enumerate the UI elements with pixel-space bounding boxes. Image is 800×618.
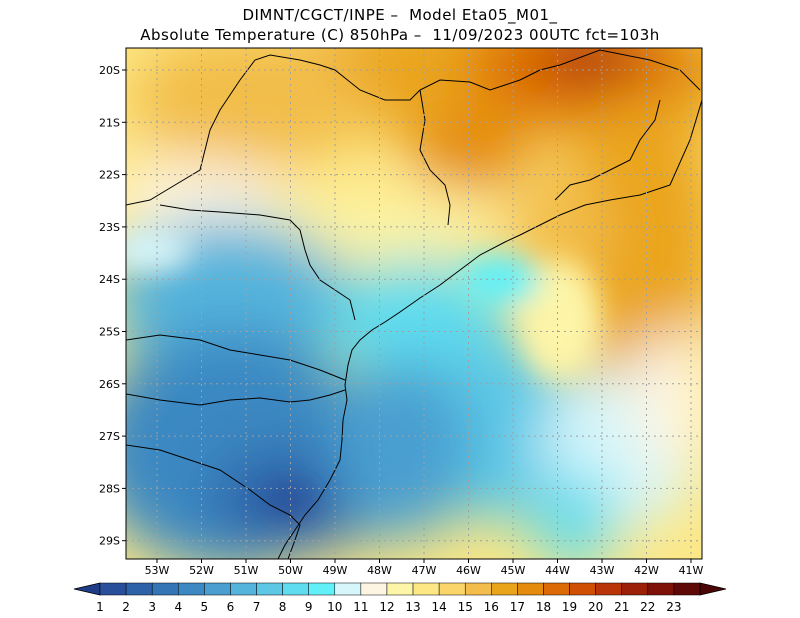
colorbar-swatch bbox=[204, 582, 231, 596]
colorbar-swatch bbox=[543, 582, 570, 596]
lon-label: 41W bbox=[679, 564, 704, 577]
colorbar-label: 1 bbox=[96, 600, 104, 614]
colorbar-swatch bbox=[99, 582, 127, 596]
colorbar-swatch bbox=[621, 582, 649, 596]
colorbar-swatch bbox=[360, 582, 388, 596]
colorbar-swatch bbox=[151, 582, 179, 596]
lon-label: 43W bbox=[590, 564, 615, 577]
colorbar-label: 18 bbox=[536, 600, 551, 614]
lon-label: 44W bbox=[545, 564, 570, 577]
colorbar-swatch bbox=[569, 582, 596, 596]
colorbar-label: 22 bbox=[640, 600, 655, 614]
colorbar-label: 11 bbox=[353, 600, 368, 614]
colorbar-swatch bbox=[673, 582, 701, 596]
colorbar: 1 2 3 4 5 6 7 8 9 10 11 12 13 14 15 16 17 18 19 20 21 22 23 bbox=[73, 582, 727, 614]
lon-label: 49W bbox=[323, 564, 348, 577]
lon-label: 50W bbox=[278, 564, 303, 577]
lat-label: 24S bbox=[99, 273, 120, 286]
colorbar-label: 2 bbox=[122, 600, 130, 614]
colorbar-swatch bbox=[282, 582, 309, 596]
lat-label: 20S bbox=[99, 64, 120, 77]
colorbar-label: 8 bbox=[279, 600, 287, 614]
lat-label: 21S bbox=[99, 116, 120, 129]
lat-label: 26S bbox=[99, 378, 120, 391]
colorbar-swatch bbox=[647, 582, 675, 596]
colorbar-label: 16 bbox=[484, 600, 499, 614]
colorbar-swatch bbox=[308, 582, 336, 596]
colorbar-label: 17 bbox=[510, 600, 525, 614]
lon-label: 52W bbox=[189, 564, 214, 577]
colorbar-label: 4 bbox=[174, 600, 182, 614]
title-line-1: DIMNT/CGCT/INPE – Model Eta05_M01_ bbox=[242, 6, 558, 24]
lat-label: 22S bbox=[99, 169, 120, 182]
lon-label: 48W bbox=[367, 564, 392, 577]
lon-label: 47W bbox=[412, 564, 437, 577]
colorbar-label: 15 bbox=[458, 600, 473, 614]
colorbar-low-arrow bbox=[73, 582, 101, 596]
colorbar-swatch bbox=[491, 582, 518, 596]
latitude-labels: 20S 21S 22S 23S 24S 25S 26S 27S 28S 29S bbox=[99, 64, 126, 548]
colorbar-label: 5 bbox=[201, 600, 209, 614]
colorbar-label: 23 bbox=[666, 600, 681, 614]
lon-label: 51W bbox=[234, 564, 259, 577]
lat-label: 28S bbox=[99, 482, 120, 495]
colorbar-swatch bbox=[438, 582, 466, 596]
lon-label: 53W bbox=[145, 564, 170, 577]
colorbar-label: 10 bbox=[327, 600, 342, 614]
colorbar-label: 13 bbox=[405, 600, 420, 614]
colorbar-label: 9 bbox=[305, 600, 313, 614]
colorbar-swatch bbox=[334, 582, 362, 596]
colorbar-swatch bbox=[386, 582, 414, 596]
map-boundaries bbox=[126, 49, 702, 559]
colorbar-swatch bbox=[595, 582, 622, 596]
colorbar-swatch bbox=[178, 582, 205, 596]
colorbar-label: 3 bbox=[148, 600, 156, 614]
colorbar-high-arrow bbox=[699, 582, 727, 596]
lon-label: 46W bbox=[456, 564, 481, 577]
colorbar-swatch bbox=[230, 582, 257, 596]
colorbar-label: 21 bbox=[614, 600, 629, 614]
title-line-2: Absolute Temperature (C) 850hPa – 11/09/… bbox=[140, 26, 660, 44]
colorbar-swatch bbox=[412, 582, 440, 596]
colorbar-swatch bbox=[517, 582, 544, 596]
colorbar-label: 12 bbox=[379, 600, 394, 614]
colorbar-swatch bbox=[464, 582, 492, 596]
colorbar-label: 20 bbox=[588, 600, 603, 614]
lon-label: 45W bbox=[501, 564, 526, 577]
grid-lines bbox=[126, 48, 702, 559]
longitude-labels: 53W 52W 51W 50W 49W 48W 47W 46W 45W 44W 43W 42W 41W bbox=[145, 559, 704, 577]
lat-label: 25S bbox=[99, 326, 120, 339]
plot-frame bbox=[125, 47, 703, 560]
colorbar-label: 19 bbox=[562, 600, 577, 614]
lat-label: 23S bbox=[99, 221, 120, 234]
temperature-field bbox=[126, 48, 702, 559]
colorbar-label: 6 bbox=[227, 600, 235, 614]
colorbar-swatch bbox=[125, 582, 153, 596]
colorbar-label: 14 bbox=[431, 600, 446, 614]
lat-label: 27S bbox=[99, 430, 120, 443]
lon-label: 42W bbox=[634, 564, 659, 577]
colorbar-label: 7 bbox=[253, 600, 261, 614]
lat-label: 29S bbox=[99, 535, 120, 548]
colorbar-swatch bbox=[256, 582, 283, 596]
